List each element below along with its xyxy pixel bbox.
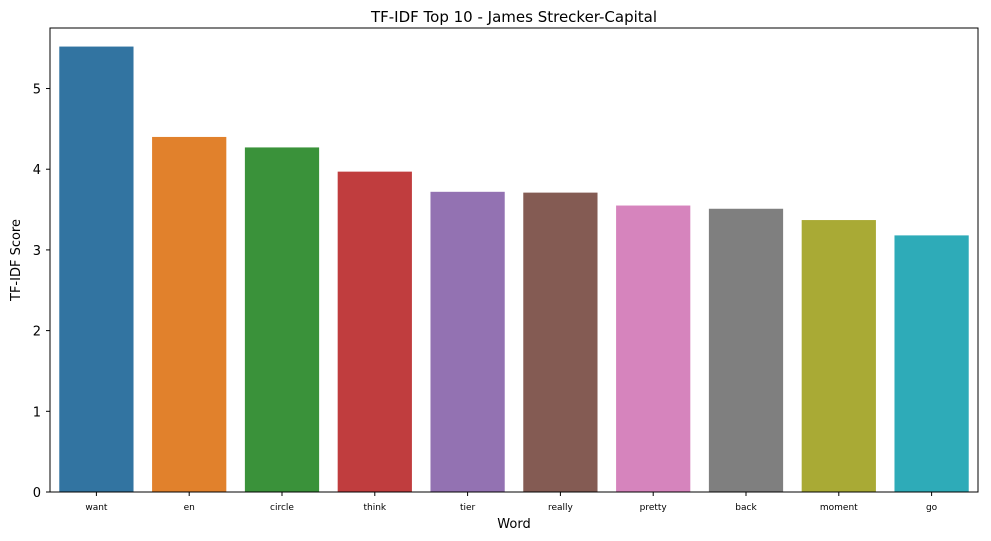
y-tick-label: 1	[33, 405, 41, 420]
bar-want	[59, 46, 134, 493]
x-tick-label: en	[184, 503, 195, 513]
x-tick-label: go	[926, 503, 938, 513]
bar-circle	[244, 147, 320, 492]
x-axis-ticks: want en circle think tier really pretty back mom…	[85, 492, 938, 513]
x-tick-label: moment	[820, 503, 858, 513]
y-axis-label: TF-IDF Score	[9, 219, 24, 302]
plot-frame	[49, 27, 979, 493]
bar-back	[708, 208, 784, 493]
x-tick-label: back	[735, 503, 757, 513]
bar-en	[152, 136, 227, 492]
y-axis-ticks: 0 1 2 3 4 5	[33, 83, 50, 501]
x-tick-label: think	[363, 503, 386, 513]
y-tick-label: 3	[33, 244, 41, 259]
y-tick-label: 5	[33, 83, 41, 98]
x-tick-label: circle	[270, 503, 294, 513]
y-tick-label: 4	[33, 163, 41, 178]
bar-moment	[801, 220, 876, 492]
x-tick-label: pretty	[640, 503, 668, 513]
bar-think	[337, 171, 412, 493]
x-tick-label: want	[85, 503, 108, 513]
bar-go	[894, 235, 969, 493]
bar-tier	[430, 191, 505, 492]
x-axis-label: Word	[497, 517, 530, 532]
y-tick-label: 0	[33, 486, 41, 501]
bars-group	[59, 46, 969, 493]
bar-really	[523, 192, 598, 492]
x-tick-label: tier	[460, 503, 476, 513]
x-tick-label: really	[548, 503, 574, 513]
y-tick-label: 2	[33, 325, 41, 340]
bar-pretty	[616, 205, 691, 492]
chart-title: TF-IDF Top 10 - James Strecker-Capital	[370, 8, 657, 26]
